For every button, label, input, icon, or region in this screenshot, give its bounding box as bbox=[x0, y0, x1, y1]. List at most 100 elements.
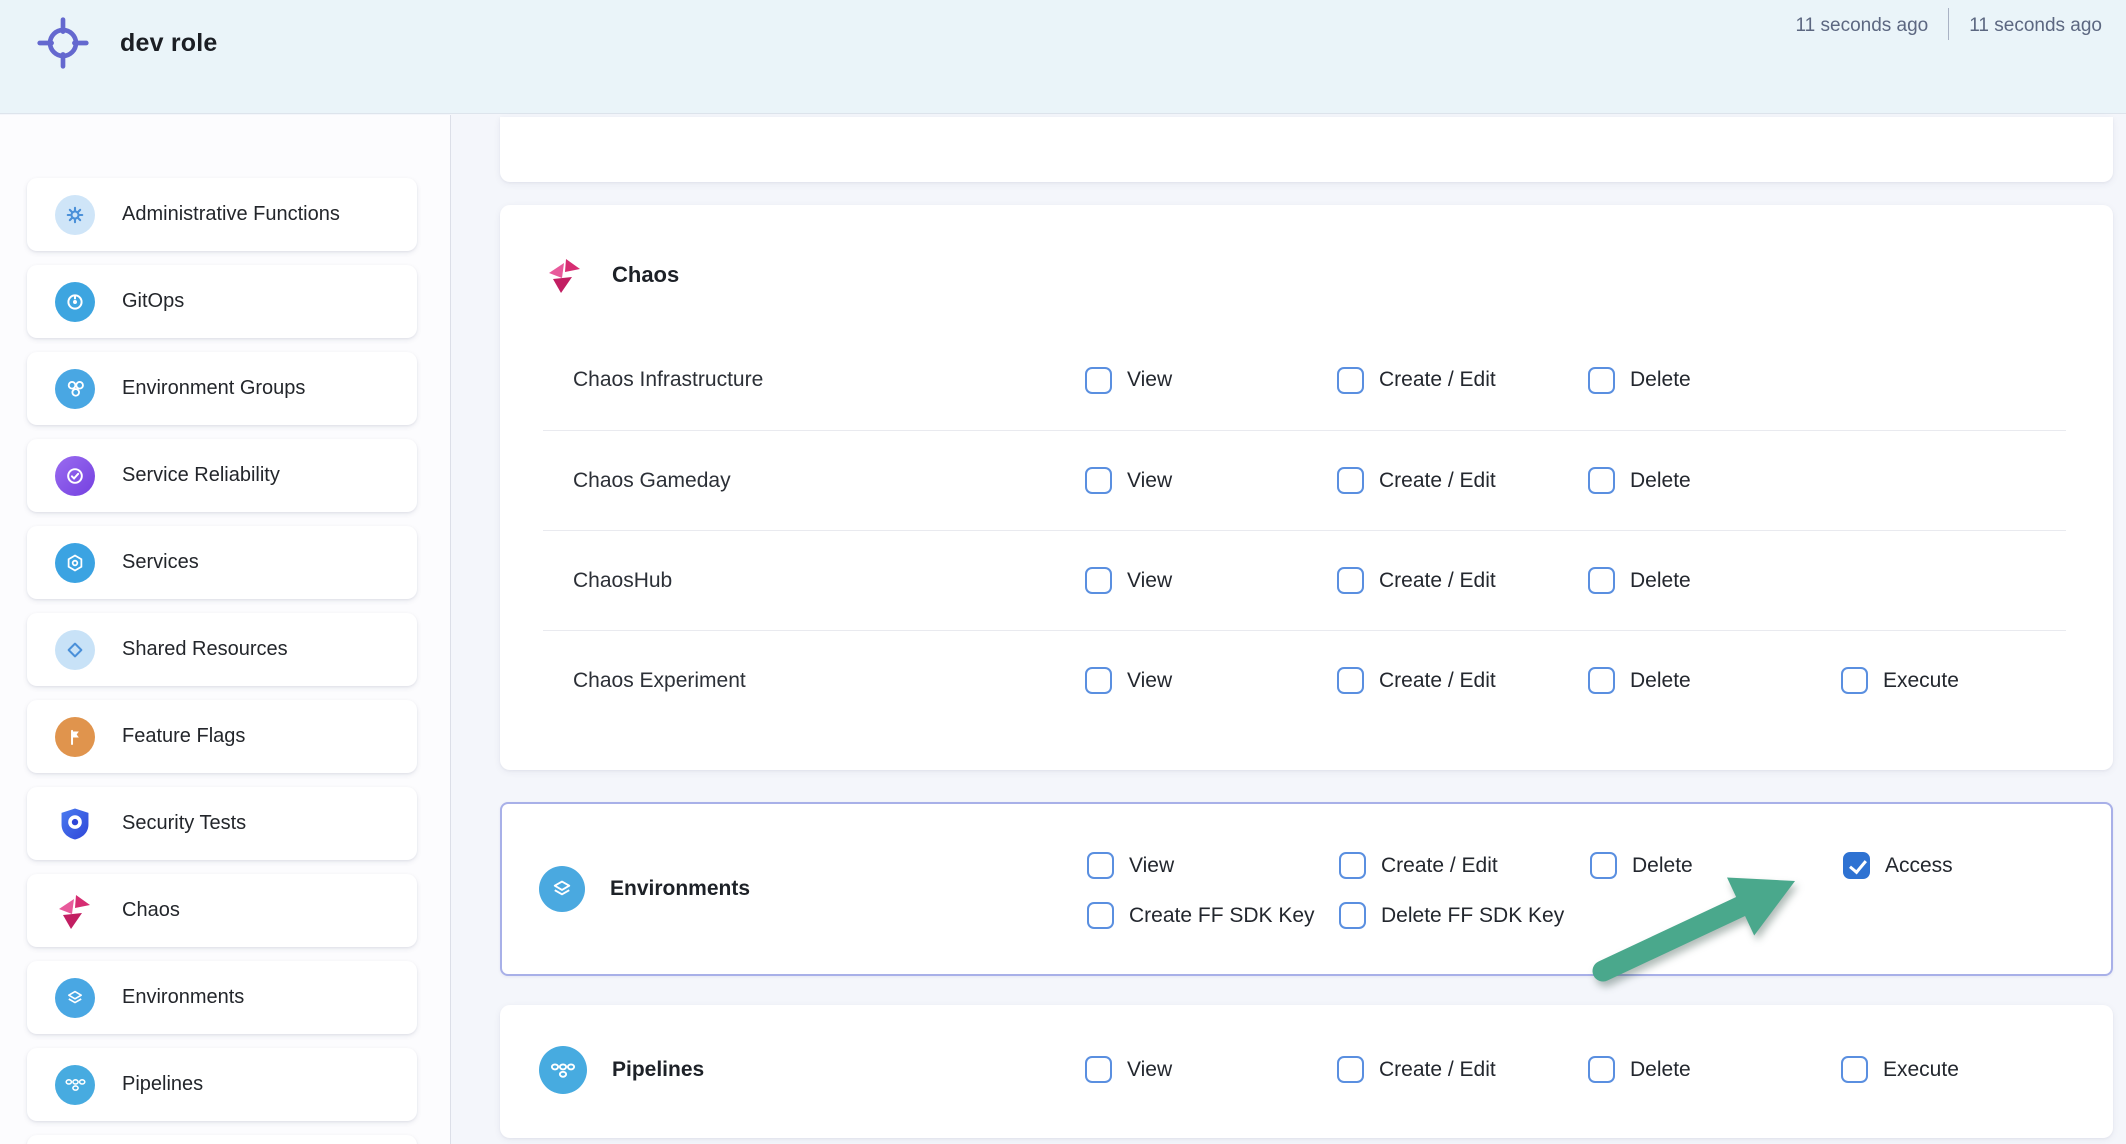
permission-row-chaoshub: ChaosHub View Create / Edit Delete bbox=[543, 530, 2066, 630]
section-title: Environments bbox=[610, 877, 751, 900]
sidebar-item-environments[interactable]: Environments bbox=[27, 961, 417, 1034]
permission-label[interactable]: Delete bbox=[1630, 568, 1691, 592]
permission-label[interactable]: View bbox=[1127, 368, 1173, 391]
permission-label[interactable]: Delete bbox=[1630, 468, 1691, 492]
resources-sidebar: Administrative Functions GitOps Env bbox=[0, 115, 451, 1144]
section-title: Pipelines bbox=[612, 1058, 705, 1081]
sidebar-item-label: Environments bbox=[122, 986, 245, 1008]
environments-section-card: Environments View Create / Edit Delete A… bbox=[500, 802, 2113, 976]
permission-row-chaos-infrastructure: Chaos Infrastructure View Create / Edit … bbox=[543, 330, 2066, 430]
checkbox-delete[interactable] bbox=[1590, 852, 1617, 879]
checkbox-delete[interactable] bbox=[1588, 667, 1615, 694]
sidebar-item-label: GitOps bbox=[122, 290, 185, 312]
sidebar-item-label: Service Reliability bbox=[122, 464, 280, 486]
checkbox-view[interactable] bbox=[1085, 366, 1112, 394]
crosshair-role-icon bbox=[37, 17, 89, 69]
permission-label[interactable]: Create / Edit bbox=[1381, 853, 1498, 877]
permission-label[interactable]: View bbox=[1127, 568, 1173, 592]
permission-label[interactable]: Access bbox=[1885, 853, 1953, 877]
pipelines-icon bbox=[539, 1046, 587, 1094]
checkbox-view[interactable] bbox=[1085, 467, 1112, 494]
sidebar-item-environment-groups[interactable]: Environment Groups bbox=[27, 352, 417, 425]
sidebar-item-security-tests[interactable]: Security Tests bbox=[27, 787, 417, 860]
checkbox-create-edit[interactable] bbox=[1337, 366, 1364, 394]
permission-label[interactable]: Delete bbox=[1632, 853, 1693, 877]
checkbox-delete[interactable] bbox=[1588, 567, 1615, 594]
checkbox-execute[interactable] bbox=[1841, 667, 1868, 694]
page-title: dev role bbox=[120, 28, 218, 57]
checkbox-delete-ff-sdk-key[interactable] bbox=[1339, 902, 1366, 929]
chaos-icon bbox=[55, 891, 95, 931]
resource-label: ChaosHub bbox=[573, 568, 673, 592]
timestamp-divider bbox=[1948, 8, 1950, 40]
checkbox-create-edit[interactable] bbox=[1337, 567, 1364, 594]
sidebar-list: Administrative Functions GitOps Env bbox=[0, 115, 450, 1144]
sidebar-item-label: Security Tests bbox=[122, 812, 247, 834]
header-left: dev role bbox=[0, 0, 217, 72]
environments-permission-row-2: Create FF SDK Key Delete FF SDK Key bbox=[502, 902, 2111, 929]
permission-label[interactable]: Create / Edit bbox=[1379, 668, 1496, 692]
permission-label[interactable]: Delete bbox=[1630, 668, 1691, 692]
permission-label[interactable]: View bbox=[1127, 668, 1173, 692]
sidebar-item-label: Environment Groups bbox=[122, 377, 306, 399]
pipelines-permission-row: View Create / Edit Delete Execute bbox=[500, 1056, 2113, 1083]
checkbox-view[interactable] bbox=[1087, 852, 1114, 879]
permission-label[interactable]: Create / Edit bbox=[1379, 368, 1496, 391]
gitops-icon bbox=[55, 281, 95, 322]
permission-label[interactable]: Create / Edit bbox=[1379, 1057, 1496, 1081]
pipelines-entity: Pipelines bbox=[539, 1046, 704, 1094]
checkbox-execute[interactable] bbox=[1841, 1056, 1868, 1083]
timestamp-created: 11 seconds ago bbox=[1969, 15, 2102, 36]
scrolled-card-partial bbox=[500, 117, 2113, 182]
permission-label[interactable]: Create / Edit bbox=[1379, 468, 1496, 492]
permission-label[interactable]: View bbox=[1127, 1057, 1173, 1081]
sidebar-item-shared-resources[interactable]: Shared Resources bbox=[27, 613, 417, 686]
permission-label[interactable]: View bbox=[1127, 468, 1173, 492]
checkbox-create-edit[interactable] bbox=[1337, 467, 1364, 494]
sidebar-item-label: Shared Resources bbox=[122, 638, 288, 660]
environment-groups-icon bbox=[55, 368, 95, 409]
security-tests-icon bbox=[55, 804, 95, 844]
service-reliability-icon bbox=[55, 455, 95, 496]
sidebar-item-partial[interactable] bbox=[27, 1135, 417, 1144]
checkbox-view[interactable] bbox=[1085, 667, 1112, 694]
permission-label[interactable]: Execute bbox=[1883, 668, 1959, 692]
checkbox-view[interactable] bbox=[1085, 567, 1112, 594]
checkbox-create-edit[interactable] bbox=[1339, 852, 1366, 879]
gear-icon bbox=[55, 194, 95, 235]
sidebar-item-pipelines[interactable]: Pipelines bbox=[27, 1048, 417, 1121]
sidebar-item-services[interactable]: Services bbox=[27, 526, 417, 599]
checkbox-create-ff-sdk-key[interactable] bbox=[1087, 902, 1114, 929]
section-title: Chaos bbox=[612, 262, 680, 287]
sidebar-item-service-reliability[interactable]: Service Reliability bbox=[27, 439, 417, 512]
resource-label: Chaos Infrastructure bbox=[573, 368, 764, 391]
sidebar-item-chaos[interactable]: Chaos bbox=[27, 874, 417, 947]
permission-label[interactable]: Delete bbox=[1630, 1057, 1691, 1081]
sidebar-item-label: Pipelines bbox=[122, 1073, 204, 1095]
sidebar-item-label: Chaos bbox=[122, 899, 180, 921]
chaos-section-header: Chaos bbox=[545, 255, 679, 295]
sidebar-item-feature-flags[interactable]: Feature Flags bbox=[27, 700, 417, 773]
sidebar-item-administrative-functions[interactable]: Administrative Functions bbox=[27, 178, 417, 251]
shared-resources-icon bbox=[55, 629, 95, 670]
checkbox-delete[interactable] bbox=[1588, 1056, 1615, 1083]
permission-label[interactable]: Execute bbox=[1883, 1057, 1959, 1081]
permission-label[interactable]: Create / Edit bbox=[1379, 568, 1496, 592]
pipelines-section-card: Pipelines View Create / Edit Delete Exec… bbox=[500, 1005, 2113, 1138]
permission-label[interactable]: Delete bbox=[1630, 368, 1691, 391]
checkbox-access[interactable] bbox=[1843, 852, 1870, 879]
permissions-main: Chaos Chaos Infrastructure View Create /… bbox=[452, 115, 2126, 1144]
checkbox-delete[interactable] bbox=[1588, 467, 1615, 494]
checkbox-create-edit[interactable] bbox=[1337, 667, 1364, 694]
permission-label[interactable]: Create FF SDK Key bbox=[1129, 903, 1315, 927]
permission-label[interactable]: View bbox=[1129, 853, 1175, 877]
resource-label: Chaos Gameday bbox=[573, 468, 731, 492]
sidebar-item-gitops[interactable]: GitOps bbox=[27, 265, 417, 338]
environments-icon bbox=[55, 977, 95, 1018]
permission-label[interactable]: Delete FF SDK Key bbox=[1381, 903, 1565, 927]
checkbox-view[interactable] bbox=[1085, 1056, 1112, 1083]
checkbox-create-edit[interactable] bbox=[1337, 1056, 1364, 1083]
resource-label: Chaos Experiment bbox=[573, 668, 746, 692]
checkbox-delete[interactable] bbox=[1588, 366, 1615, 394]
